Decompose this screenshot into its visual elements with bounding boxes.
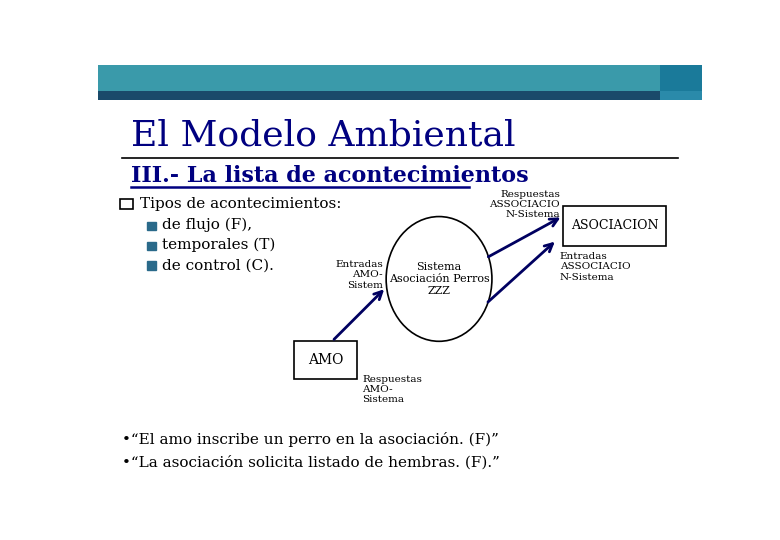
Text: El Modelo Ambiental: El Modelo Ambiental <box>131 119 516 153</box>
Text: Sistema
Asociación Perros
ZZZ: Sistema Asociación Perros ZZZ <box>388 262 489 295</box>
Text: Tipos de acontecimientos:: Tipos de acontecimientos: <box>140 197 342 211</box>
FancyBboxPatch shape <box>120 199 133 209</box>
FancyBboxPatch shape <box>147 241 155 250</box>
Text: de control (C).: de control (C). <box>161 258 274 272</box>
Text: Entradas
AMO-
Sistem: Entradas AMO- Sistem <box>335 260 383 289</box>
Ellipse shape <box>386 217 492 341</box>
FancyBboxPatch shape <box>147 221 155 230</box>
Text: Respuestas
ASSOCIACIO
N-Sistema: Respuestas ASSOCIACIO N-Sistema <box>489 190 560 219</box>
FancyBboxPatch shape <box>660 91 702 100</box>
FancyBboxPatch shape <box>294 341 357 379</box>
FancyBboxPatch shape <box>98 65 702 92</box>
Text: •“El amo inscribe un perro en la asociación. (F)”: •“El amo inscribe un perro en la asociac… <box>122 431 498 447</box>
Text: ASOCIACION: ASOCIACION <box>571 219 658 232</box>
Text: temporales (T): temporales (T) <box>161 238 275 253</box>
Text: III.- La lista de acontecimientos: III.- La lista de acontecimientos <box>131 165 528 187</box>
FancyBboxPatch shape <box>98 91 702 100</box>
Text: Entradas
ASSOCIACIO
N-Sistema: Entradas ASSOCIACIO N-Sistema <box>560 252 630 282</box>
Text: AMO: AMO <box>308 353 343 367</box>
FancyBboxPatch shape <box>563 206 666 246</box>
Text: •“La asociación solicita listado de hembras. (F).”: •“La asociación solicita listado de hemb… <box>122 456 499 470</box>
FancyBboxPatch shape <box>147 261 155 270</box>
Text: de flujo (F),: de flujo (F), <box>161 218 252 233</box>
Text: Respuestas
AMO-
Sistema: Respuestas AMO- Sistema <box>362 375 422 404</box>
FancyBboxPatch shape <box>660 65 702 92</box>
